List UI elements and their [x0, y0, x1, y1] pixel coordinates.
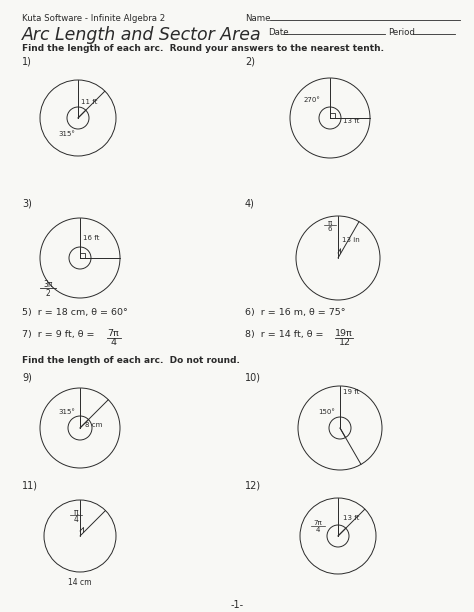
Text: 315°: 315° — [58, 131, 75, 137]
Text: 8)  r = 14 ft, θ =: 8) r = 14 ft, θ = — [245, 330, 327, 339]
Text: Date: Date — [268, 28, 289, 37]
Text: Name: Name — [245, 14, 271, 23]
Text: 7π: 7π — [314, 520, 322, 526]
Text: 270°: 270° — [304, 97, 321, 103]
Text: 13 ft: 13 ft — [343, 515, 359, 521]
Text: 6: 6 — [328, 226, 332, 232]
Text: 19 ft: 19 ft — [343, 389, 359, 395]
Text: Arc Length and Sector Area: Arc Length and Sector Area — [22, 26, 262, 44]
Text: 3π: 3π — [43, 280, 53, 289]
Text: 7π: 7π — [107, 329, 119, 338]
Text: π: π — [328, 220, 332, 226]
Text: 11 ft: 11 ft — [81, 99, 97, 105]
Text: Period: Period — [388, 28, 415, 37]
Text: 1): 1) — [22, 56, 32, 66]
Text: 19π: 19π — [335, 329, 353, 338]
Text: -1-: -1- — [230, 600, 244, 610]
Text: 12: 12 — [339, 338, 351, 347]
Text: 2: 2 — [46, 289, 50, 298]
Text: 150°: 150° — [318, 409, 335, 415]
Text: 3): 3) — [22, 198, 32, 208]
Text: 6)  r = 16 m, θ = 75°: 6) r = 16 m, θ = 75° — [245, 308, 346, 317]
Text: 14 cm: 14 cm — [68, 578, 92, 587]
Text: Find the length of each arc.  Do not round.: Find the length of each arc. Do not roun… — [22, 356, 240, 365]
Text: 4: 4 — [111, 338, 117, 347]
Text: 13 ft: 13 ft — [343, 118, 359, 124]
Text: 4: 4 — [316, 527, 320, 533]
Text: Find the length of each arc.  Round your answers to the nearest tenth.: Find the length of each arc. Round your … — [22, 44, 384, 53]
Text: Kuta Software - Infinite Algebra 2: Kuta Software - Infinite Algebra 2 — [22, 14, 165, 23]
Text: 9): 9) — [22, 372, 32, 382]
Text: 11): 11) — [22, 480, 38, 490]
Text: 10): 10) — [245, 372, 261, 382]
Text: 8 cm: 8 cm — [85, 422, 102, 428]
Text: 315°: 315° — [58, 409, 75, 415]
Text: 12): 12) — [245, 480, 261, 490]
Text: 16 ft: 16 ft — [83, 235, 100, 241]
Text: 4): 4) — [245, 198, 255, 208]
Text: π: π — [73, 508, 78, 517]
Text: 4: 4 — [73, 515, 78, 524]
Text: 2): 2) — [245, 56, 255, 66]
Text: 5)  r = 18 cm, θ = 60°: 5) r = 18 cm, θ = 60° — [22, 308, 128, 317]
Text: 13 in: 13 in — [342, 237, 360, 243]
Text: 7)  r = 9 ft, θ =: 7) r = 9 ft, θ = — [22, 330, 98, 339]
